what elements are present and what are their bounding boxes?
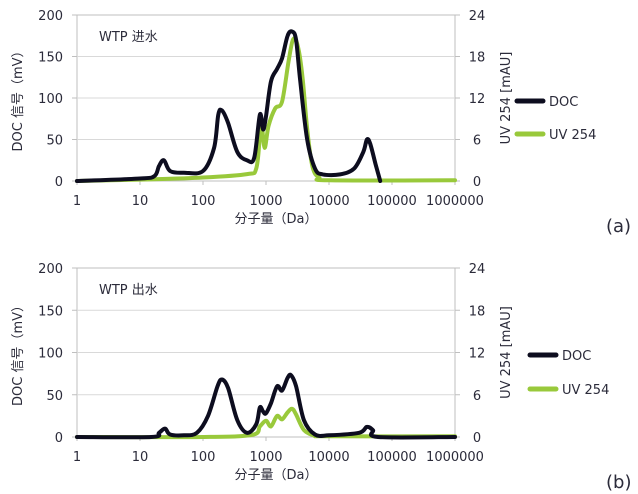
x-axis-title: 分子量（Da） [235, 468, 318, 483]
panel-label: (b) [606, 472, 631, 493]
y-tick-label: 0 [55, 431, 63, 446]
legend-label: DOC [549, 95, 578, 110]
y2-tick-label: 6 [473, 134, 481, 149]
x-tick-label: 100 [191, 450, 216, 465]
x-tick-label: 1000 [249, 194, 282, 209]
y-tick-label: 150 [38, 304, 63, 319]
y2-tick-label: 0 [473, 175, 481, 190]
y2-axis-title: UV 254 [mAU] [499, 52, 514, 145]
y2-tick-label: 18 [469, 51, 486, 66]
y2-tick-label: 12 [469, 347, 486, 362]
x-tick-label: 1000000 [426, 194, 484, 209]
panel-title: WTP 进水 [99, 30, 158, 45]
y2-tick-label: 0 [473, 431, 481, 446]
y-tick-label: 150 [38, 51, 63, 66]
y-tick-label: 100 [38, 92, 63, 107]
y-axis-title: DOC 信号（mV） [11, 299, 26, 406]
x-axis-title: 分子量（Da） [235, 212, 318, 227]
x-tick-label: 1000 [249, 450, 282, 465]
y-tick-label: 200 [38, 262, 63, 277]
y2-tick-label: 6 [473, 389, 481, 404]
x-tick-label: 100000 [367, 194, 417, 209]
y2-axis-title: UV 254 [mAU] [499, 306, 514, 399]
y2-tick-label: 12 [469, 92, 486, 107]
series-doc-line [75, 29, 383, 183]
panel-title: WTP 出水 [99, 283, 158, 298]
x-tick-label: 1000000 [426, 450, 484, 465]
series-doc-line [75, 372, 457, 440]
legend-label: UV 254 [549, 128, 596, 143]
x-tick-label: 10000 [308, 194, 349, 209]
y-tick-label: 0 [55, 175, 63, 190]
x-tick-label: 10 [132, 194, 149, 209]
legend-label: UV 254 [562, 383, 609, 398]
chart-panel-b: 0 50 100 150 200 0 6 12 18 24 1 10 100 1000 10000 10000… [11, 262, 631, 493]
x-tick-label: 10 [132, 450, 149, 465]
y-tick-label: 200 [38, 9, 63, 24]
x-tick-label: 10000 [308, 450, 349, 465]
y-tick-label: 100 [38, 347, 63, 362]
y-tick-label: 50 [46, 389, 63, 404]
y2-tick-label: 24 [469, 262, 486, 277]
y-axis-title: DOC 信号（mV） [11, 44, 26, 151]
x-tick-label: 1 [73, 194, 81, 209]
chart-panel-a: 0 50 100 150 200 0 6 12 18 24 1 10 100 1000 10000 10000… [11, 9, 631, 237]
y-tick-label: 50 [46, 134, 63, 149]
y2-tick-label: 18 [469, 304, 486, 319]
panel-label: (a) [606, 216, 631, 237]
x-tick-label: 100000 [367, 450, 417, 465]
y2-tick-label: 24 [469, 9, 486, 24]
legend-label: DOC [562, 349, 591, 364]
x-tick-label: 1 [73, 450, 81, 465]
x-tick-label: 100 [191, 194, 216, 209]
